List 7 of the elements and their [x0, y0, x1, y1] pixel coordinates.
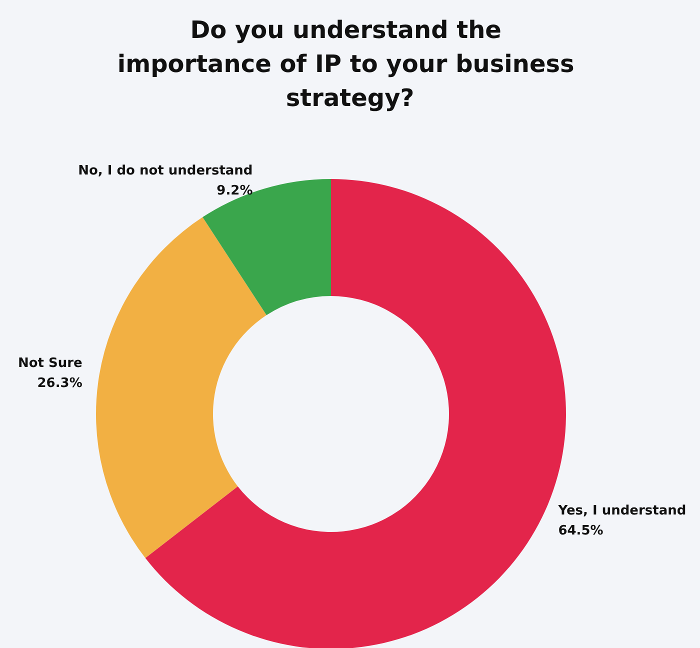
slice-label: No, I do not understand [78, 164, 253, 179]
data-label: 26.3% [37, 376, 82, 392]
slice-label: Not Sure [18, 356, 83, 372]
data-label: 9.2% [216, 184, 253, 199]
chart-title: Do you understand the importance of IP to your business strategy? [117, 16, 583, 112]
data-label: 64.5% [558, 523, 604, 538]
slice-label: Yes, I understand [557, 503, 686, 518]
